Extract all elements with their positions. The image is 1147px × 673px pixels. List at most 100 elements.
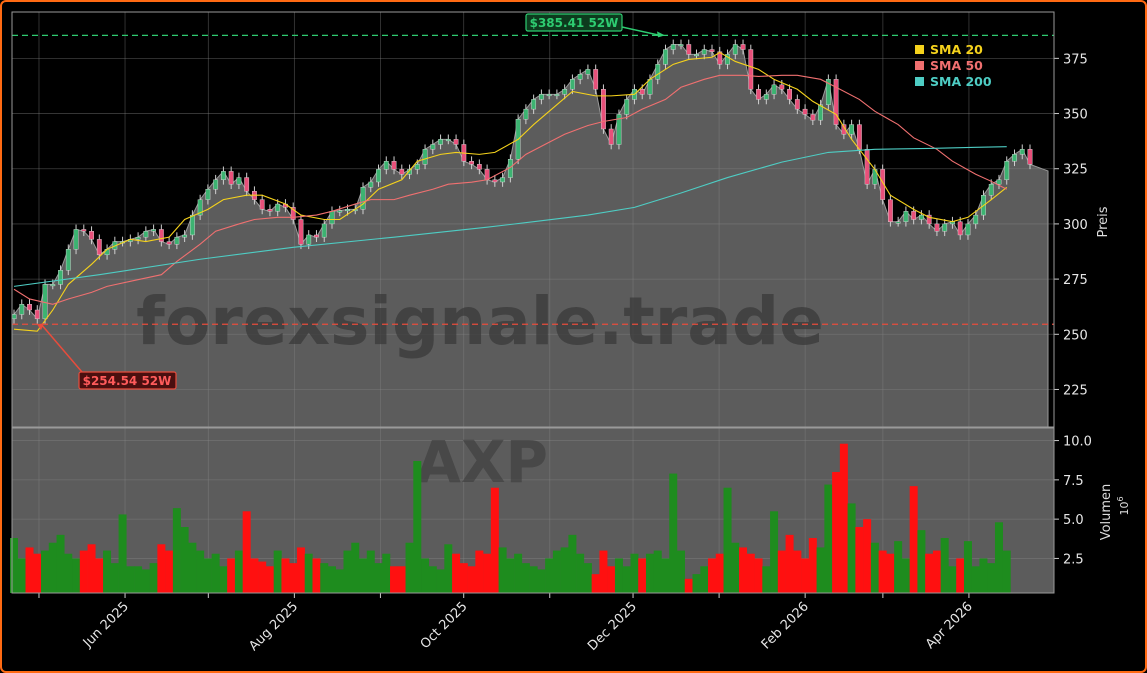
volume-panel-border	[11, 427, 1055, 594]
legend-swatch	[915, 61, 924, 70]
volume-unit-label: 106	[1116, 496, 1131, 515]
volume-bar	[514, 553, 523, 593]
volume-bar	[948, 566, 957, 593]
candle-body	[337, 210, 343, 213]
volume-bar	[832, 472, 841, 593]
volume-bar	[219, 566, 228, 593]
candle-body	[368, 181, 374, 188]
volume-bar	[79, 550, 88, 593]
volume-bar	[987, 563, 996, 593]
volume-bar	[421, 558, 430, 593]
volume-bar	[25, 547, 34, 593]
volume-bar	[847, 503, 856, 593]
candle-body	[701, 49, 707, 55]
candle-body	[903, 211, 909, 222]
volume-bar	[715, 553, 724, 593]
candle-body	[143, 230, 149, 238]
candle-body	[887, 199, 893, 222]
candle-body	[453, 139, 459, 145]
candle-body	[476, 164, 482, 170]
volume-bar	[320, 563, 329, 593]
candle-body	[577, 74, 583, 80]
candle-body	[244, 177, 250, 192]
volume-bar	[343, 550, 352, 593]
volume-bar	[723, 487, 732, 593]
candle-body	[849, 124, 855, 135]
candle-body	[973, 214, 979, 225]
volume-bar	[839, 443, 848, 593]
candle-body	[616, 114, 622, 145]
volume-bar	[258, 561, 267, 593]
volume-bar	[971, 566, 980, 593]
candle-body	[189, 214, 195, 236]
volume-bar	[545, 558, 554, 593]
sma-line-sma-200	[13, 146, 1007, 287]
candle-body	[197, 199, 203, 216]
volume-bar	[963, 541, 972, 593]
volume-bar	[863, 519, 872, 593]
volume-bar	[901, 558, 910, 593]
volume-bar	[746, 553, 755, 593]
candle-body	[469, 161, 474, 165]
volume-bar	[335, 569, 344, 593]
candle-body	[608, 128, 614, 145]
volume-bar	[17, 558, 26, 593]
price-tick-label: 375	[1063, 52, 1088, 67]
candle-body	[756, 89, 761, 100]
volume-bar	[281, 558, 290, 593]
volume-bar	[537, 569, 546, 593]
candle-body	[732, 44, 738, 55]
volume-bar	[33, 553, 42, 593]
volume-bar	[785, 534, 794, 593]
volume-bar	[676, 550, 685, 593]
candle-body	[554, 94, 560, 97]
candle-body	[151, 229, 157, 232]
candle-body	[996, 179, 1002, 185]
volume-bar	[110, 563, 119, 593]
volume-bar	[103, 550, 112, 593]
52w-high-label: $385.41 52W	[530, 16, 619, 30]
candle-body	[360, 187, 366, 210]
volume-bar	[925, 553, 934, 593]
volume-bar	[10, 538, 18, 593]
candle-body	[802, 108, 808, 115]
volume-bar	[583, 563, 592, 593]
volume-bar	[141, 569, 150, 593]
candle-body	[81, 229, 87, 232]
candle-body	[709, 49, 715, 52]
candle-body	[500, 177, 506, 183]
candle-body	[383, 161, 389, 170]
volume-bar	[289, 563, 298, 593]
candle-body	[833, 79, 839, 125]
volume-bar	[793, 550, 802, 593]
volume-tick-label: 10.0	[1063, 435, 1092, 450]
candle-body	[624, 99, 630, 115]
volume-bar	[917, 530, 926, 593]
candle-body	[158, 229, 164, 242]
volume-bar	[754, 558, 763, 593]
candle-body	[228, 171, 234, 185]
candle-body	[895, 221, 901, 224]
volume-bar	[576, 553, 585, 593]
candle-body	[1027, 149, 1033, 165]
volume-bar	[382, 553, 391, 593]
x-tick-label: Apr 2026	[923, 599, 976, 652]
volume-bar	[351, 542, 360, 593]
candle-body	[65, 249, 71, 271]
volume-bar	[72, 558, 81, 593]
volume-bar	[661, 558, 670, 593]
volume-bar	[165, 550, 174, 593]
volume-bar	[630, 553, 639, 593]
price-tick-label: 250	[1063, 328, 1088, 343]
volume-bar	[41, 550, 50, 593]
candle-body	[988, 183, 994, 196]
ticker-watermark: AXP	[416, 428, 548, 496]
volume-bar	[134, 566, 143, 593]
candle-body	[438, 139, 443, 145]
price-tick-label: 325	[1063, 163, 1088, 178]
candle-body	[135, 236, 141, 240]
volume-bar	[692, 574, 701, 593]
candle-body	[50, 284, 56, 287]
volume-bar	[770, 511, 779, 593]
legend-item: SMA 20	[930, 42, 983, 57]
